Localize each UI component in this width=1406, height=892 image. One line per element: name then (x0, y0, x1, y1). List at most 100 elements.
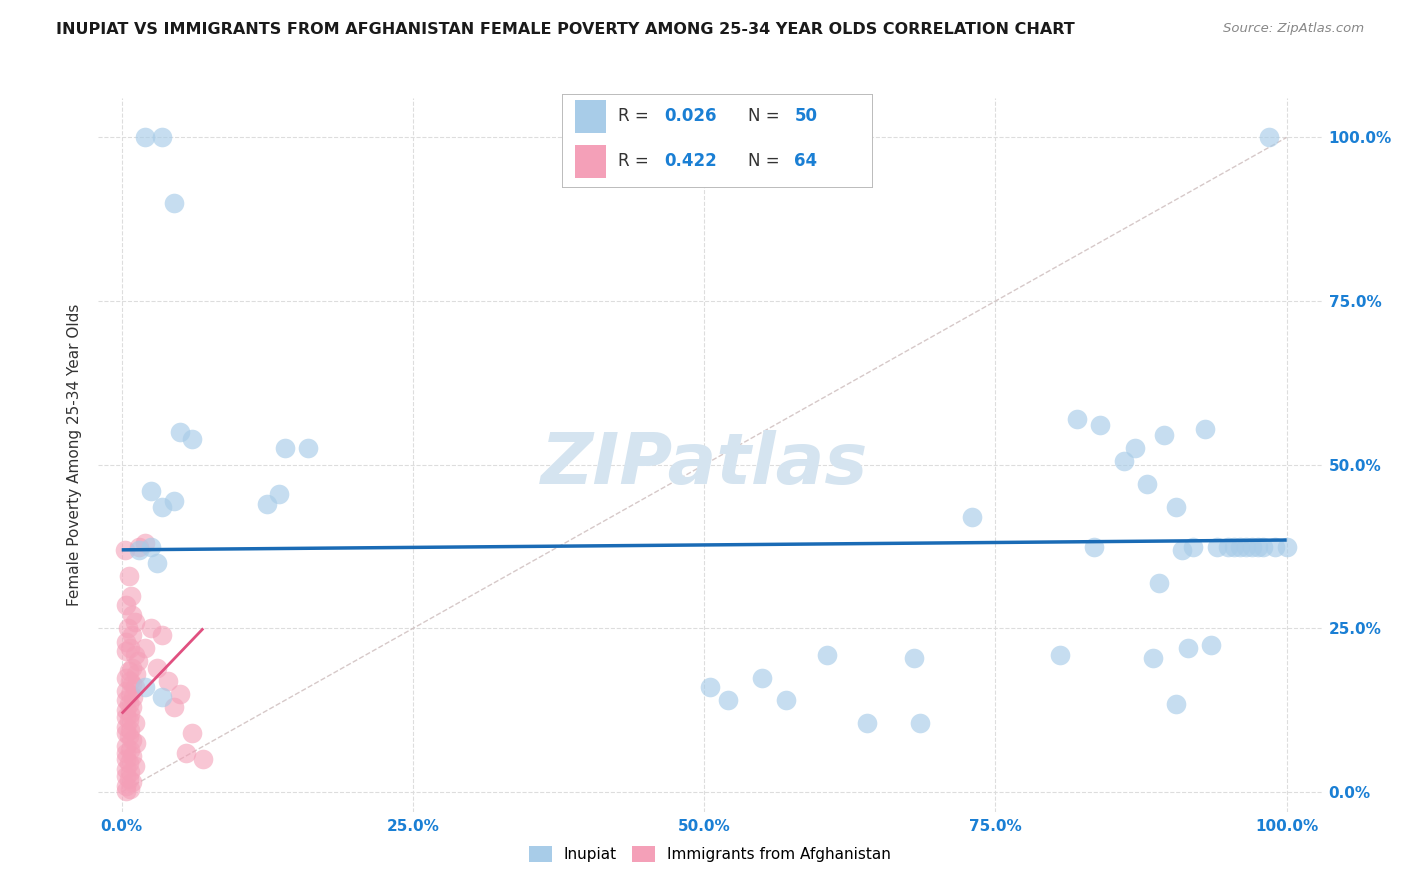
Point (145, 661, 167, 675)
Point (1218, 540, 1240, 554)
Bar (575, 100, 606, 133)
Text: N =: N = (748, 153, 785, 170)
Point (267, 487, 290, 501)
Point (124, 648, 146, 662)
Point (856, 716, 879, 731)
Point (163, 493, 186, 508)
Point (169, 425, 191, 439)
Point (118, 723, 141, 737)
Point (114, 542, 136, 557)
Point (124, 615, 146, 629)
Point (1194, 422, 1216, 436)
Point (124, 681, 146, 695)
Point (115, 746, 138, 760)
Point (115, 762, 138, 776)
Point (118, 706, 141, 721)
Point (180, 726, 202, 740)
Point (115, 599, 138, 613)
Point (124, 716, 146, 731)
Point (1090, 418, 1112, 433)
Point (163, 195, 186, 210)
Point (1171, 542, 1194, 557)
Text: 50: 50 (794, 107, 817, 125)
Point (152, 690, 174, 705)
Point (118, 765, 141, 780)
Point (118, 756, 141, 770)
Point (152, 500, 174, 515)
Point (118, 641, 141, 656)
Point (125, 667, 148, 681)
Point (152, 628, 174, 642)
Y-axis label: Female Poverty Among 25-34 Year Olds: Female Poverty Among 25-34 Year Olds (67, 304, 83, 606)
Point (139, 621, 162, 635)
Point (128, 542, 150, 557)
Point (115, 703, 138, 717)
Point (1136, 477, 1159, 491)
Point (256, 497, 278, 511)
Point (118, 569, 141, 583)
Point (121, 661, 143, 675)
Point (1049, 648, 1071, 662)
Point (134, 681, 156, 695)
Point (297, 442, 319, 456)
Point (1066, 412, 1088, 426)
Point (815, 648, 838, 662)
Point (1258, 130, 1281, 145)
Text: R =: R = (619, 107, 654, 125)
Point (115, 710, 138, 724)
Point (1123, 442, 1146, 456)
Point (1083, 540, 1105, 554)
Point (118, 742, 141, 756)
Point (903, 651, 925, 665)
Point (699, 681, 721, 695)
Text: 0.422: 0.422 (665, 153, 717, 170)
Point (1205, 540, 1227, 554)
Point (139, 540, 162, 554)
Text: ZIPatlas: ZIPatlas (540, 430, 868, 500)
Point (115, 720, 138, 734)
Point (125, 736, 148, 750)
Point (134, 130, 156, 145)
Point (115, 784, 138, 798)
Point (1234, 540, 1257, 554)
Text: Source: ZipAtlas.com: Source: ZipAtlas.com (1223, 22, 1364, 36)
Point (118, 664, 141, 678)
Text: N =: N = (748, 107, 785, 125)
Point (163, 700, 186, 714)
Legend: Inupiat, Immigrants from Afghanistan: Inupiat, Immigrants from Afghanistan (523, 840, 897, 868)
Point (1240, 540, 1263, 554)
Point (124, 759, 146, 773)
Text: 0.026: 0.026 (665, 107, 717, 125)
Point (1164, 500, 1187, 515)
Point (118, 781, 141, 796)
Point (115, 693, 138, 707)
Point (960, 510, 983, 524)
Point (121, 608, 143, 623)
Point (115, 644, 138, 658)
Point (180, 432, 202, 446)
Point (115, 634, 138, 648)
Point (134, 641, 156, 656)
Point (1153, 428, 1175, 442)
Point (115, 769, 138, 783)
Point (1147, 575, 1170, 590)
Point (152, 130, 174, 145)
Point (134, 536, 156, 550)
Point (1199, 638, 1222, 652)
Point (118, 713, 141, 727)
Point (169, 687, 191, 701)
Point (121, 749, 143, 764)
Point (117, 621, 139, 635)
Point (115, 752, 138, 766)
Point (716, 693, 738, 707)
Point (121, 775, 143, 789)
Point (174, 746, 197, 760)
Point (1182, 540, 1205, 554)
Point (775, 693, 797, 707)
Point (1177, 641, 1199, 656)
Point (908, 716, 931, 731)
Point (121, 700, 143, 714)
Point (145, 556, 167, 570)
Point (121, 732, 143, 747)
Point (115, 726, 138, 740)
